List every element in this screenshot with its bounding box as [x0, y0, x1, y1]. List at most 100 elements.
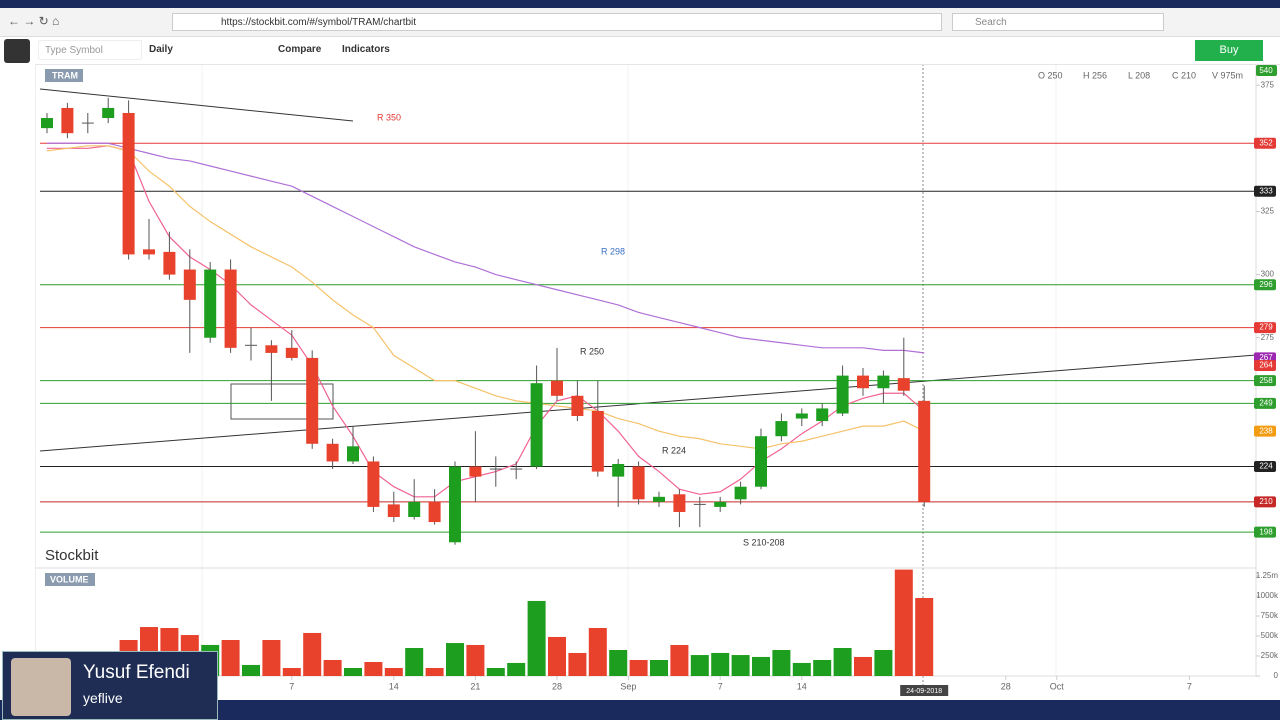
candle-body: [673, 494, 686, 512]
candle-body: [408, 501, 421, 518]
level-badge: [1254, 496, 1276, 508]
candle-body: [755, 436, 767, 487]
volume-title: VOLUME: [50, 574, 89, 584]
x-tick-label: 21: [470, 681, 480, 691]
level-label: 258: [1259, 376, 1273, 385]
symbol-input[interactable]: Type Symbol: [38, 40, 142, 60]
volume-bar: [894, 569, 913, 676]
level-label: 264: [1259, 361, 1273, 370]
candle-body: [183, 269, 196, 300]
volume-bar: [568, 652, 587, 676]
candle-body: [326, 443, 339, 462]
x-tick-label: 7: [1187, 681, 1192, 691]
volume-bar: [282, 668, 301, 676]
indicators[interactable]: Indicators: [342, 44, 390, 55]
volume-bar: [650, 660, 668, 676]
candle-body: [122, 112, 135, 255]
candle-body: [41, 118, 53, 129]
ohlc: H 256: [1083, 70, 1107, 80]
symbol-badge: [45, 69, 83, 82]
volume-bar: [242, 664, 260, 676]
annotation: R 224: [662, 445, 686, 455]
volume-bar: [813, 660, 832, 676]
level-label: 279: [1259, 323, 1273, 332]
volume-bar: [629, 660, 648, 676]
v-tick-label: 250k: [1261, 651, 1279, 660]
toolbar: Type Symbol Daily Compare Indicators Buy: [0, 37, 1280, 65]
search-box[interactable]: Search: [952, 13, 1164, 31]
volume-bar: [466, 644, 485, 676]
volume-bar: [405, 648, 424, 676]
cursor-date: 24-09-2018: [906, 688, 942, 695]
candle-body: [836, 375, 849, 414]
candles: [41, 97, 931, 545]
nav-buttons[interactable]: ← → ↻ ⌂: [8, 14, 60, 28]
volume-bar: [486, 668, 505, 676]
candle-body: [653, 496, 665, 502]
volume-bar: [507, 662, 526, 676]
x-tick-label: 7: [289, 681, 294, 691]
candle-body: [571, 395, 584, 417]
candle-body: [61, 107, 74, 134]
candle-body: [469, 466, 482, 477]
y-tick-label: 325: [1261, 207, 1275, 216]
level-badge: [1254, 137, 1276, 149]
candle-body: [714, 501, 727, 507]
logo[interactable]: [4, 39, 30, 63]
ohlc: C 210: [1172, 70, 1196, 80]
drawn-box: [230, 383, 334, 420]
candle-body: [795, 413, 808, 419]
browser-bar: ← → ↻ ⌂ https://stockbit.com/#/symbol/TR…: [0, 8, 1280, 37]
candle-body: [918, 400, 931, 502]
x-tick-label: Oct: [1050, 681, 1065, 691]
level-badge: [1254, 185, 1276, 197]
volume-bar: [711, 652, 730, 676]
volume-bar: [915, 598, 934, 676]
level-label: 296: [1259, 280, 1273, 289]
candle-body: [591, 410, 604, 472]
level-label: 210: [1259, 497, 1273, 506]
candle-body: [367, 461, 380, 507]
volume-bar: [670, 644, 689, 676]
level-label: 198: [1259, 527, 1273, 536]
x-tick-label: 28: [1001, 681, 1011, 691]
drawing-tools[interactable]: [0, 64, 36, 700]
level-label: 249: [1259, 398, 1273, 407]
annotation: R 250: [580, 346, 604, 356]
candle-body: [877, 375, 890, 389]
face: [11, 658, 71, 716]
level-badge: [1254, 375, 1276, 387]
interval[interactable]: Daily: [149, 44, 173, 55]
volume-bar: [446, 643, 464, 676]
candle-body: [530, 383, 543, 467]
volume-bar: [588, 628, 607, 676]
level-badge: [1254, 425, 1276, 437]
volume-bar: [792, 662, 811, 676]
url-bar[interactable]: https://stockbit.com/#/symbol/TRAM/chart…: [172, 13, 942, 31]
candle-body: [857, 375, 869, 389]
webcam-overlay: Yusuf Efendi yeflive: [2, 651, 218, 720]
candle-body: [428, 501, 441, 523]
candle-body: [143, 249, 155, 255]
level-badge: [1254, 397, 1276, 409]
taskbar: [0, 700, 1280, 720]
level-badge: [1254, 461, 1276, 473]
level-badge: [1254, 322, 1276, 334]
level-label: 352: [1259, 138, 1273, 147]
volume-bar: [323, 660, 342, 676]
volume-bar: [609, 650, 628, 676]
ohlc: L 208: [1128, 70, 1150, 80]
volume-bar: [772, 650, 791, 676]
y-tick-label: 300: [1261, 270, 1275, 279]
v-tick-label: 0: [1274, 671, 1279, 680]
v-tick-label: 750k: [1261, 611, 1279, 620]
watermark: Stockbit: [45, 547, 99, 564]
compare[interactable]: Compare: [278, 44, 322, 55]
x-tick-label: Sep: [620, 681, 636, 691]
buy-button[interactable]: Buy: [1195, 40, 1263, 61]
volume-bar: [752, 656, 770, 676]
top-badge: [1256, 65, 1277, 76]
